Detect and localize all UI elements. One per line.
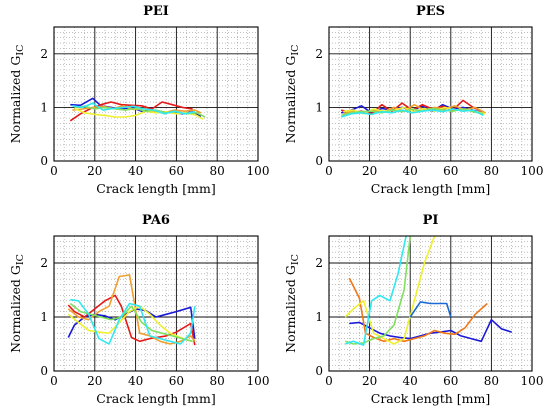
series-line-3 [344,236,436,345]
x-tick-label: 80 [210,374,225,388]
plot-frame [328,26,533,162]
x-tick-label: 0 [50,164,58,178]
chart-title: PA6 [142,213,170,228]
y-axis-label-subscript: IC [290,45,301,56]
series-group [344,236,512,346]
plot-frame [53,26,259,162]
y-tick-label: 2 [315,47,323,61]
x-tick-label: 0 [50,374,58,388]
chart-title: PI [423,213,439,228]
x-tick-label: 20 [87,374,102,388]
y-axis-label: Normalized GIC [283,45,301,144]
y-axis-label-subscript: IC [290,254,301,265]
series-line-2 [348,277,488,343]
series-line-3 [67,274,196,345]
y-tick-label: 1 [315,310,323,324]
x-tick-label: 40 [128,374,143,388]
x-tick-label: 60 [169,164,184,178]
x-axis-label: Crack length [mm] [371,391,491,406]
y-axis-label: Normalized GIC [283,254,301,353]
y-tick-label: 1 [40,100,48,114]
series-line-6 [72,102,195,115]
y-axis-label-subscript: IC [15,45,26,56]
y-tick-label: 0 [315,364,323,378]
y-tick-label: 0 [315,154,323,168]
x-tick-label: 100 [247,374,270,388]
x-tick-label: 20 [362,374,377,388]
y-tick-label: 2 [40,256,48,270]
x-tick-label: 100 [521,164,544,178]
x-tick-label: 20 [362,164,377,178]
series-line-5 [344,236,407,346]
x-tick-label: 0 [325,374,333,388]
y-tick-label: 2 [315,256,323,270]
y-tick-label: 0 [40,364,48,378]
y-axis-label-main: Normalized G [8,56,23,144]
x-tick-label: 40 [128,164,143,178]
y-tick-label: 0 [40,154,48,168]
series-group [67,274,196,346]
panel-pes: 0 20 40 60 80 100 0 1 2 PES Crack length [mm] Norma… [283,4,543,196]
plot-frame [328,235,533,372]
y-tick-label: 1 [315,100,323,114]
series-line-5 [69,302,193,343]
chart-title: PEI [143,4,169,19]
x-axis-label: Crack length [mm] [371,181,491,196]
y-axis-label-main: Normalized G [283,56,298,144]
x-tick-label: 60 [443,164,458,178]
x-tick-label: 80 [210,164,225,178]
y-axis-label: Normalized GIC [8,45,26,144]
series-line-4 [344,236,411,345]
x-tick-label: 60 [169,374,184,388]
y-axis-label-main: Normalized G [283,265,298,353]
y-axis-label: Normalized GIC [8,254,26,353]
y-tick-label: 2 [40,47,48,61]
x-tick-label: 0 [325,164,333,178]
y-tick-label: 1 [40,310,48,324]
panel-pi: 0 20 40 60 80 100 0 1 2 PI Crack length [mm] Normal… [283,213,543,406]
y-axis-label-main: Normalized G [8,265,23,353]
panel-pa6: 0 20 40 60 80 100 0 1 2 PA6 Crack length [mm] Norma… [8,213,269,406]
chart-title: PES [416,4,445,19]
series-line-4 [67,305,191,343]
x-tick-label: 40 [403,374,418,388]
x-tick-label: 100 [247,164,270,178]
x-tick-label: 100 [521,374,544,388]
series-group [340,99,486,118]
series-line-2 [67,294,196,346]
series-group [69,97,206,122]
x-tick-label: 80 [484,164,499,178]
series-line-6 [409,301,452,318]
plot-frame [53,235,259,372]
y-axis-label-subscript: IC [15,254,26,265]
x-tick-label: 80 [484,374,499,388]
x-tick-label: 20 [87,164,102,178]
x-axis-label: Crack length [mm] [96,181,216,196]
series-line-6 [70,298,196,345]
x-tick-label: 40 [403,164,418,178]
series-line-5 [341,107,484,117]
x-tick-label: 60 [443,374,458,388]
x-axis-label: Crack length [mm] [96,391,216,406]
series-line-6 [340,108,484,118]
panel-pei: 0 20 40 60 80 100 0 1 2 PEI Crack length [mm] Norma… [8,4,269,196]
